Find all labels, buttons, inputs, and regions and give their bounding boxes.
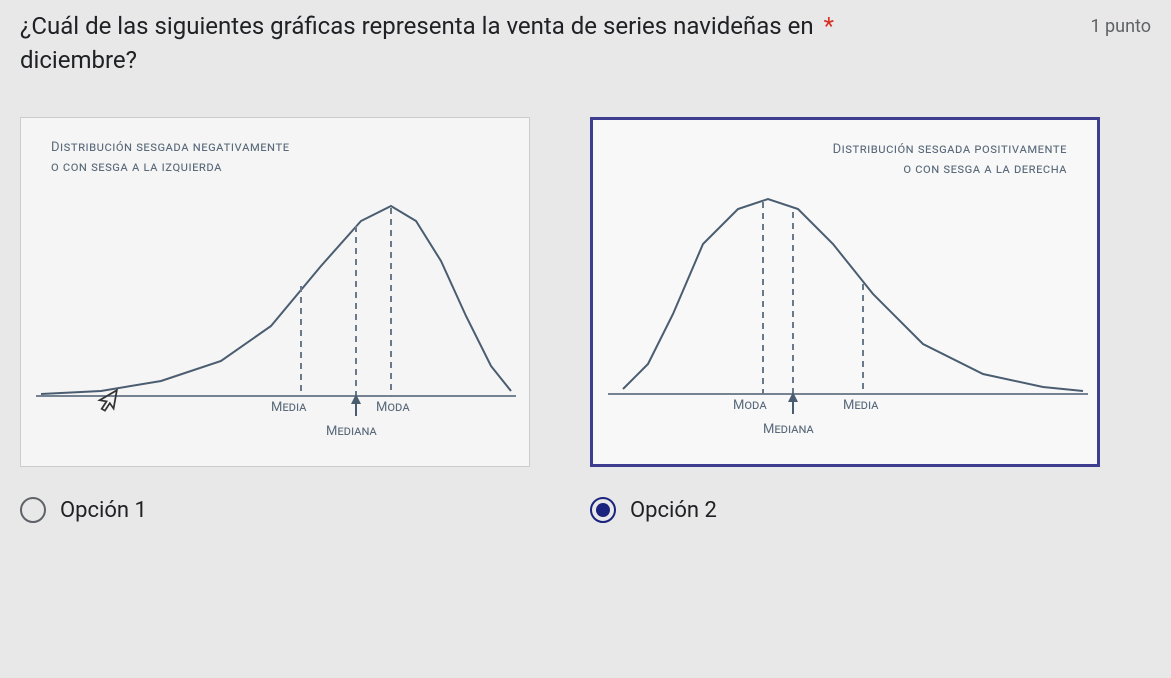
radio-2-label: Opción 2 — [630, 498, 717, 523]
options-row: Distribución sesgada negativamente o con… — [20, 117, 1151, 523]
question-row: ¿Cuál de las siguientes gráficas represe… — [20, 10, 1151, 77]
question-text: ¿Cuál de las siguientes gráficas represe… — [20, 10, 1082, 77]
question-line1: ¿Cuál de las siguientes gráficas represe… — [20, 12, 814, 40]
radio-option-2[interactable]: Opción 2 — [590, 497, 1100, 523]
required-asterisk: * — [824, 12, 834, 40]
option-2: Distribución sesgada positivamente o con… — [590, 117, 1100, 523]
option-1: Distribución sesgada negativamente o con… — [20, 117, 530, 523]
label-moda-1: Moda — [376, 400, 410, 415]
chart-title-1: Distribución sesgada negativamente o con… — [51, 138, 290, 177]
points-label: 1 punto — [1090, 10, 1151, 37]
radio-1-circle[interactable] — [20, 497, 46, 523]
chart-card-right-skew[interactable]: Distribución sesgada positivamente o con… — [590, 117, 1100, 467]
chart-svg-2: Moda Media Mediana — [593, 184, 1097, 464]
label-media-2: Media — [843, 398, 878, 413]
question-line2: diciembre? — [20, 46, 137, 74]
chart-title-1-line1: Distribución sesgada negativamente — [51, 140, 290, 155]
chart-title-2-line1: Distribución sesgada positivamente — [833, 142, 1067, 157]
label-moda-2: Moda — [733, 398, 767, 413]
radio-1-label: Opción 1 — [60, 498, 147, 523]
label-mediana-1: Mediana — [326, 424, 377, 439]
radio-option-1[interactable]: Opción 1 — [20, 497, 530, 523]
radio-2-circle[interactable] — [590, 497, 616, 523]
chart-title-2-line2: o con sesga a la derecha — [903, 162, 1067, 177]
label-media-1: Media — [271, 400, 306, 415]
chart-title-1-line2: o con sesga a la izquierda — [51, 160, 222, 175]
chart-title-2: Distribución sesgada positivamente o con… — [623, 140, 1067, 179]
chart-card-left-skew[interactable]: Distribución sesgada negativamente o con… — [20, 117, 530, 467]
label-mediana-2: Mediana — [763, 422, 814, 437]
chart-svg-1: Media Moda Mediana — [21, 186, 529, 466]
